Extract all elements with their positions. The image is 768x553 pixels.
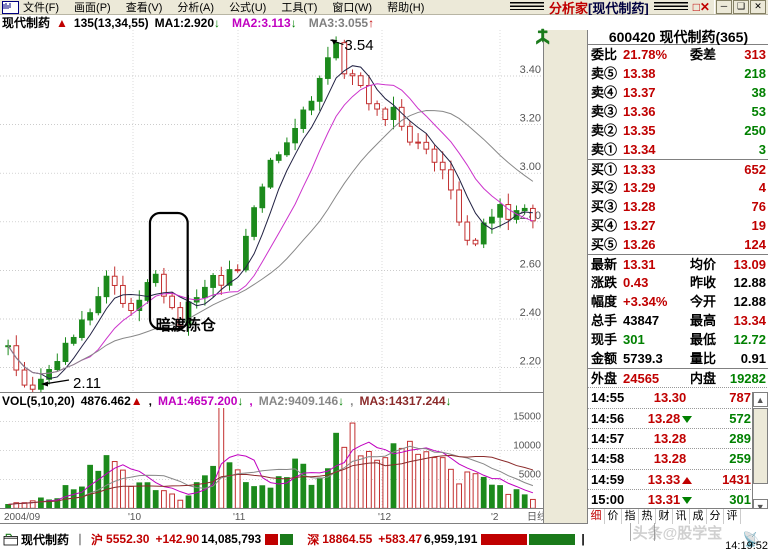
svg-text:15000: 15000 (513, 411, 541, 422)
svg-text:10000: 10000 (513, 440, 541, 451)
svg-text:3.54: 3.54 (344, 37, 373, 54)
svg-text:2.11: 2.11 (73, 375, 101, 392)
svg-text:2.60: 2.60 (520, 258, 541, 270)
svg-text:2.20: 2.20 (520, 356, 541, 368)
svg-text:5000: 5000 (519, 469, 542, 480)
svg-text:3.00: 3.00 (520, 161, 541, 173)
svg-text:3.20: 3.20 (520, 113, 541, 125)
svg-text:日线: 日线 (527, 510, 543, 523)
svg-text:2.40: 2.40 (520, 307, 541, 319)
svg-text:'2: '2 (491, 512, 499, 523)
svg-text:3.40: 3.40 (520, 64, 541, 76)
svg-text:'12: '12 (378, 512, 391, 523)
svg-text:'11: '11 (233, 512, 246, 523)
svg-text:'10: '10 (128, 512, 141, 523)
svg-text:暗渡陈仓: 暗渡陈仓 (156, 316, 217, 334)
svg-text:2004/09: 2004/09 (4, 512, 41, 523)
